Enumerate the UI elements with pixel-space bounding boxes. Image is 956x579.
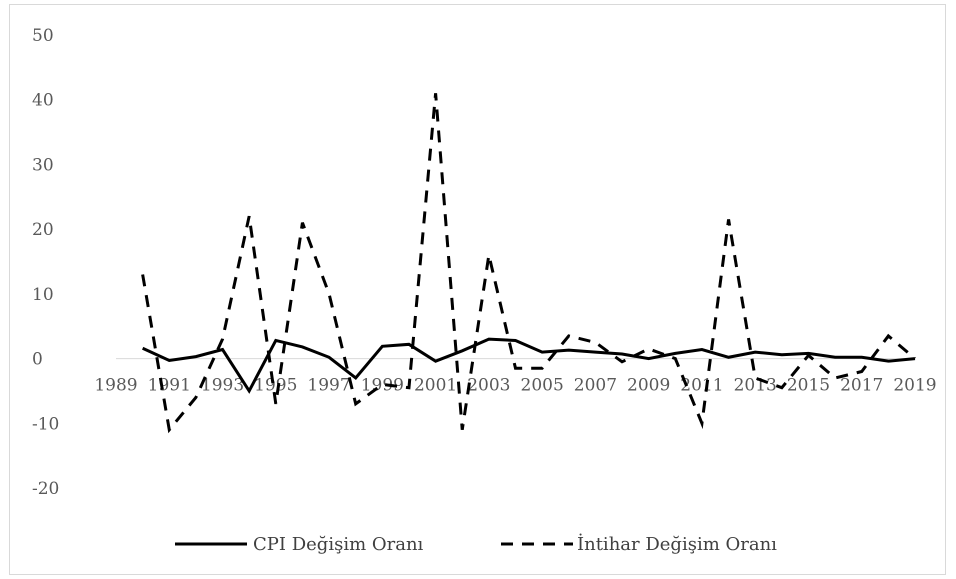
x-tick-label: 2005 <box>521 376 564 396</box>
y-tick-label: 50 <box>32 26 54 46</box>
x-tick-label: 1993 <box>201 376 244 396</box>
y-tick-label: 0 <box>32 350 43 370</box>
series-line-cpi <box>142 337 916 394</box>
x-tick-label: 2013 <box>734 376 777 396</box>
x-tick-label: 2001 <box>414 376 457 396</box>
x-tick-label: 2009 <box>627 376 670 396</box>
y-tick-label: 10 <box>32 285 54 305</box>
y-tick-label: 40 <box>32 91 54 111</box>
legend-item-cpi: CPI Değişim Oranı <box>175 534 424 555</box>
legend-label-cpi: CPI Değişim Oranı <box>253 534 424 555</box>
x-axis-ticks: 1989 1991 1993 1995 1997 1999 2001 2003 2005 2007… <box>94 376 936 396</box>
x-tick-label: 2017 <box>840 376 883 396</box>
x-tick-label: 1995 <box>254 376 297 396</box>
x-tick-label: 2011 <box>680 376 723 396</box>
legend-label-intihar: İntihar Değişim Oranı <box>577 532 777 555</box>
x-tick-label: 1997 <box>307 376 350 396</box>
x-tick-label: 2003 <box>467 376 510 396</box>
x-tick-label: 1999 <box>361 376 404 396</box>
x-tick-label: 2007 <box>574 376 617 396</box>
x-tick-label: 2019 <box>893 376 936 396</box>
series-lines <box>141 93 916 434</box>
y-tick-label: -10 <box>32 414 59 434</box>
x-tick-label: 1989 <box>94 376 137 396</box>
series-line-intihar <box>141 93 916 434</box>
x-tick-label: 2015 <box>787 376 830 396</box>
y-tick-label: 30 <box>32 155 54 175</box>
y-tick-label: -20 <box>32 479 59 499</box>
y-axis-ticks: -20 -10 0 10 20 30 40 50 <box>32 26 59 499</box>
y-tick-label: 20 <box>32 220 54 240</box>
chart-frame: -20 -10 0 10 20 30 40 50 1989 1991 1993 1995 1997 19… <box>9 4 946 575</box>
legend: CPI Değişim Oranı İntihar Değişim Oranı <box>175 532 777 555</box>
x-tick-label: 1991 <box>148 376 191 396</box>
legend-item-intihar: İntihar Değişim Oranı <box>501 532 777 555</box>
